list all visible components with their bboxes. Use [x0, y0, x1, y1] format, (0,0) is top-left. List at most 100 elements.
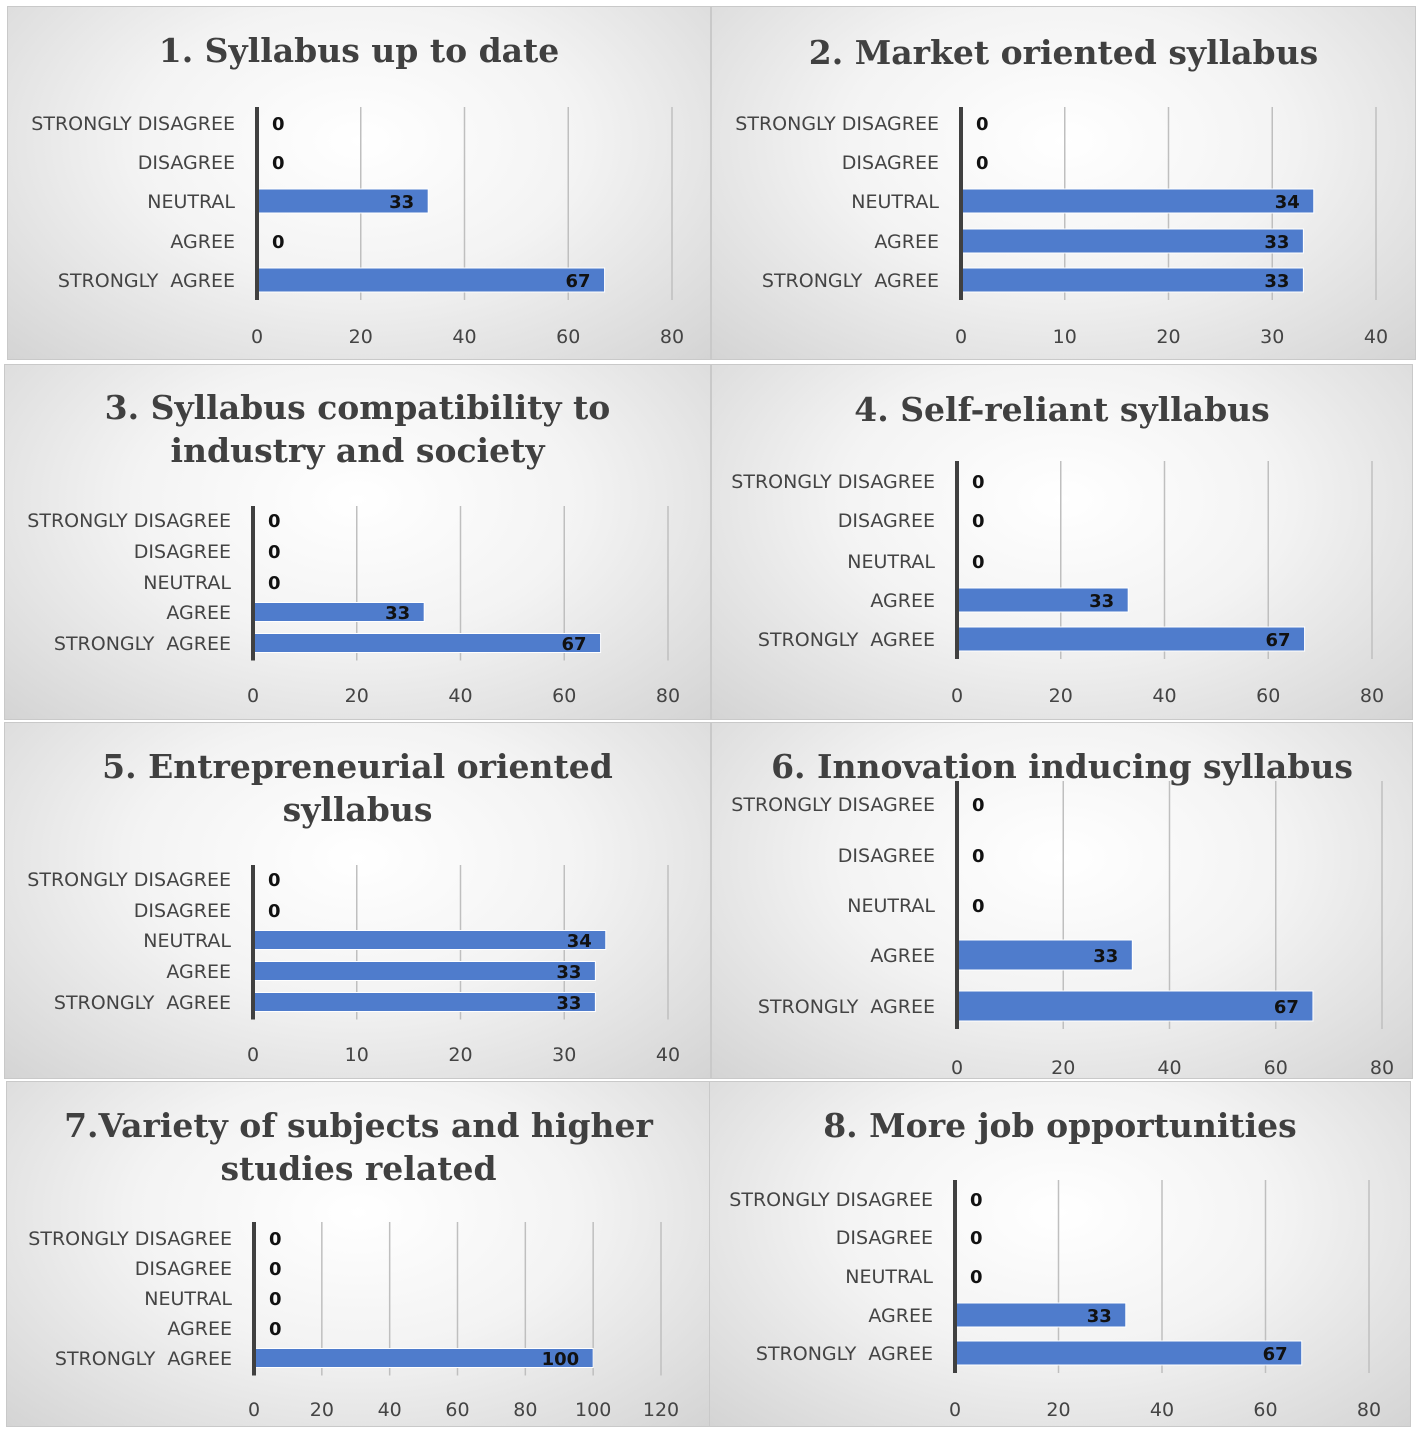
data-label: 33 — [1087, 1306, 1112, 1327]
bar-chart: 0 10 20 30 40 STRONGLY DISAGREE 0 DISAGREE 0 NEUT… — [735, 107, 1388, 348]
tick-label: 20 — [1156, 326, 1180, 348]
category-label: STRONGLY AGREE — [758, 629, 935, 651]
tick-label: 40 — [656, 1044, 680, 1066]
data-label: 67 — [1274, 997, 1299, 1018]
data-label: 34 — [1275, 192, 1300, 213]
category-label: NEUTRAL — [847, 895, 935, 917]
data-label: 0 — [268, 573, 281, 594]
tick-label: 40 — [378, 1399, 402, 1421]
tick-label: 0 — [251, 326, 263, 348]
tick-label: 30 — [1260, 326, 1284, 348]
data-label: 0 — [272, 232, 285, 253]
tick-label: 80 — [1360, 685, 1384, 707]
data-label: 33 — [1093, 946, 1118, 967]
data-label: 0 — [268, 511, 281, 532]
chart-panel-3: 3. Syllabus compatibility to industry an… — [4, 364, 711, 720]
category-label: STRONGLY DISAGREE — [31, 113, 235, 135]
category-label: AGREE — [870, 590, 935, 612]
tick-label: 40 — [1364, 326, 1388, 348]
data-label: 33 — [1264, 232, 1289, 253]
tick-label: 0 — [955, 326, 967, 348]
data-label: 67 — [1266, 630, 1291, 651]
bar — [956, 990, 1314, 1022]
category-label: STRONGLY AGREE — [756, 1343, 933, 1365]
chart-title: 3. Syllabus compatibility to industry an… — [104, 388, 611, 470]
category-label: NEUTRAL — [143, 930, 231, 952]
category-label: STRONGLY DISAGREE — [731, 471, 935, 493]
category-label: AGREE — [166, 602, 231, 624]
data-label: 0 — [970, 1267, 983, 1288]
tick-label: 30 — [552, 1044, 576, 1066]
tick-label: 60 — [1264, 1057, 1288, 1079]
category-label: STRONGLY DISAGREE — [731, 794, 935, 816]
tick-label: 20 — [1049, 685, 1073, 707]
bar-chart: 0 20 40 60 80 STRONGLY DISAGREE 0 DISAGREE 0 NEUT… — [729, 1180, 1381, 1421]
category-label: STRONGLY DISAGREE — [729, 1189, 933, 1211]
tick-label: 80 — [660, 326, 684, 348]
tick-label: 40 — [1157, 1057, 1181, 1079]
bar-chart: 0 20 40 60 80 STRONGLY DISAGREE 0 DISAGREE 0 NEUT… — [27, 506, 680, 707]
chart-panel-4: 4. Self-reliant syllabus 0 20 40 60 80 STRONG… — [711, 364, 1413, 720]
data-label: 0 — [272, 114, 285, 135]
category-label: NEUTRAL — [143, 572, 231, 594]
data-label: 0 — [972, 552, 985, 573]
tick-label: 60 — [556, 326, 580, 348]
tick-label: 40 — [1150, 1399, 1174, 1421]
tick-label: 120 — [643, 1399, 679, 1421]
tick-label: 0 — [949, 1399, 961, 1421]
bar — [960, 228, 1304, 254]
tick-label: 0 — [247, 1044, 259, 1066]
bar-chart: 0 10 20 30 40 STRONGLY DISAGREE 0 DISAGREE 0 NEUT… — [27, 865, 680, 1066]
data-label: 100 — [542, 1349, 580, 1370]
category-label: NEUTRAL — [847, 551, 935, 573]
category-label: AGREE — [170, 231, 235, 253]
category-label: STRONGLY AGREE — [54, 992, 231, 1014]
tick-label: 60 — [1256, 685, 1280, 707]
category-label: STRONGLY DISAGREE — [27, 510, 231, 532]
tick-label: 80 — [656, 685, 680, 707]
bar — [956, 587, 1129, 613]
data-label: 33 — [385, 603, 410, 624]
chart-panel-2: 2. Market oriented syllabus 0 10 20 30 40 STR… — [711, 6, 1416, 360]
bar — [960, 188, 1315, 214]
chart-panel-5: 5. Entrepreneurial oriented syllabus 0 10… — [4, 722, 711, 1079]
data-label: 0 — [972, 896, 985, 917]
tick-label: 20 — [310, 1399, 334, 1421]
tick-label: 100 — [575, 1399, 611, 1421]
tick-label: 80 — [513, 1399, 537, 1421]
data-label: 0 — [272, 153, 285, 174]
data-label: 0 — [269, 1289, 282, 1310]
bar — [252, 961, 596, 981]
data-label: 0 — [972, 472, 985, 493]
tick-label: 40 — [452, 326, 476, 348]
bar — [252, 930, 607, 950]
data-label: 33 — [1089, 591, 1114, 612]
category-label: DISAGREE — [838, 510, 935, 532]
chart-title: 8. More job opportunities — [823, 1106, 1297, 1145]
data-label: 0 — [970, 1228, 983, 1249]
category-label: AGREE — [868, 1305, 933, 1327]
data-label: 67 — [1263, 1344, 1288, 1365]
chart-title: 7.Variety of subjects and higher studies… — [64, 1106, 653, 1188]
bar — [954, 1302, 1127, 1328]
data-label: 0 — [976, 114, 989, 135]
tick-label: 0 — [248, 1399, 260, 1421]
category-label: STRONGLY AGREE — [758, 996, 935, 1018]
data-label: 0 — [970, 1190, 983, 1211]
data-label: 0 — [268, 870, 281, 891]
data-label: 0 — [972, 795, 985, 816]
chart-title: 1. Syllabus up to date — [158, 31, 560, 70]
data-label: 0 — [268, 901, 281, 922]
category-label: STRONGLY AGREE — [58, 270, 235, 292]
tick-label: 40 — [448, 685, 472, 707]
data-label: 34 — [567, 931, 592, 952]
data-label: 0 — [972, 846, 985, 867]
category-label: AGREE — [870, 945, 935, 967]
bar — [252, 992, 596, 1012]
category-label: STRONGLY DISAGREE — [735, 113, 939, 135]
tick-label: 20 — [345, 685, 369, 707]
bar-chart: 0 20 40 60 80 STRONGLY DISAGREE 0 DISAGREE 0 NEUT… — [731, 461, 1384, 707]
chart-title: 5. Entrepreneurial oriented syllabus — [102, 747, 613, 829]
tick-label: 10 — [1053, 326, 1077, 348]
category-label: DISAGREE — [134, 541, 231, 563]
